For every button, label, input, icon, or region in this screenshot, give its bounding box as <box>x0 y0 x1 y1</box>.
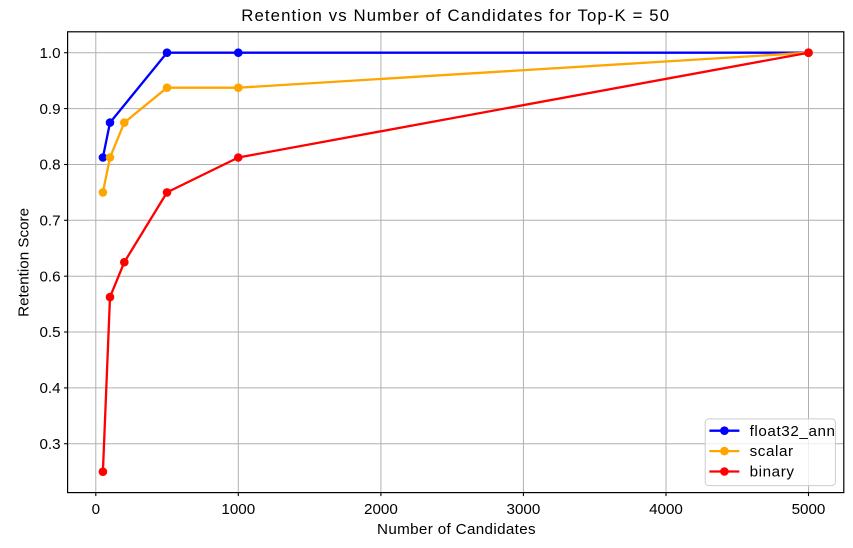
svg-text:Retention Score: Retention Score <box>15 208 32 317</box>
svg-text:float32_ann: float32_ann <box>750 423 836 440</box>
svg-text:binary: binary <box>750 464 795 481</box>
svg-text:2000: 2000 <box>364 501 398 518</box>
svg-text:Retention vs Number of Candida: Retention vs Number of Candidates for To… <box>241 6 670 25</box>
svg-text:0.3: 0.3 <box>39 436 60 453</box>
svg-text:0.9: 0.9 <box>39 101 60 118</box>
svg-text:0: 0 <box>92 501 100 518</box>
svg-text:4000: 4000 <box>649 501 683 518</box>
svg-text:0.4: 0.4 <box>39 380 60 397</box>
svg-text:1.0: 1.0 <box>39 45 60 62</box>
svg-text:scalar: scalar <box>750 443 794 460</box>
svg-text:1000: 1000 <box>221 501 255 518</box>
svg-text:Number of Candidates: Number of Candidates <box>377 521 536 538</box>
svg-text:0.7: 0.7 <box>39 213 60 230</box>
svg-text:0.5: 0.5 <box>39 324 60 341</box>
svg-text:0.6: 0.6 <box>39 268 60 285</box>
svg-text:5000: 5000 <box>792 501 826 518</box>
svg-text:0.8: 0.8 <box>39 157 60 174</box>
svg-text:3000: 3000 <box>507 501 541 518</box>
